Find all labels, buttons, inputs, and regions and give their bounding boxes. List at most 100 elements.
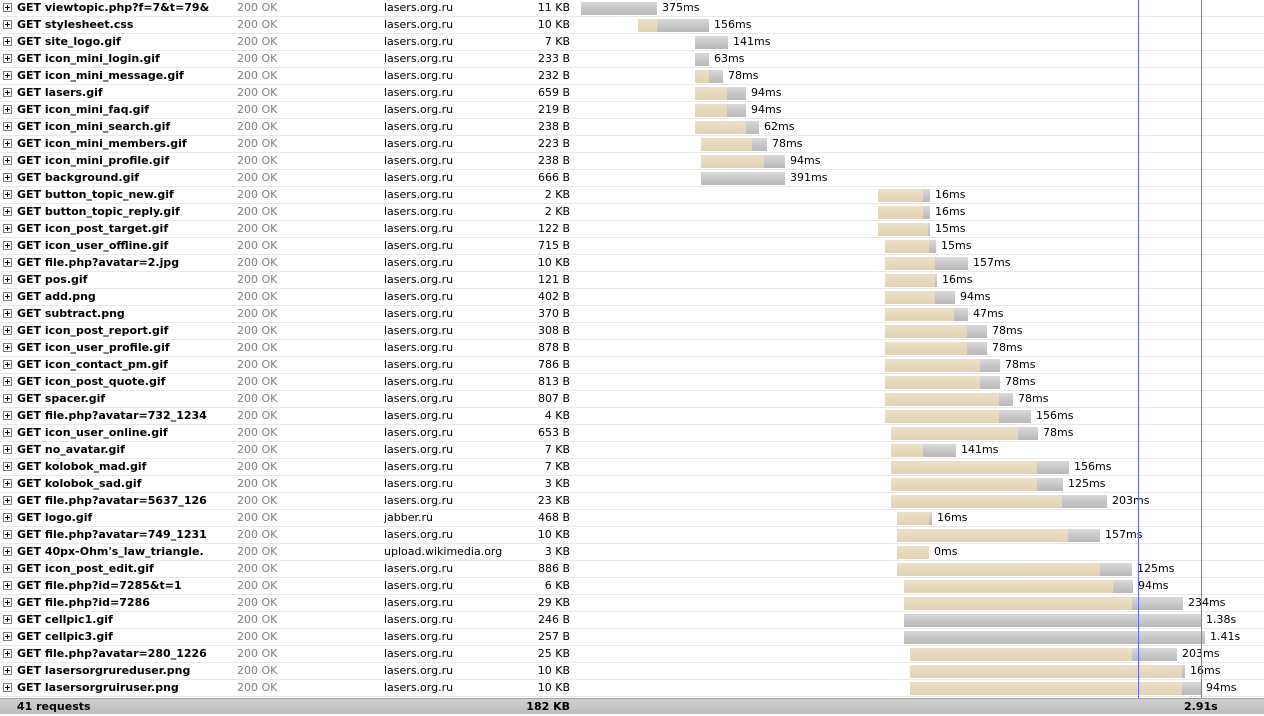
plus-box-icon[interactable] <box>3 54 12 63</box>
request-url[interactable]: GET viewtopic.php?f=7&t=79& <box>17 1 210 14</box>
plus-box-icon[interactable] <box>3 496 12 505</box>
request-url[interactable]: GET icon_user_offline.gif <box>17 239 169 252</box>
plus-box-icon[interactable] <box>3 258 12 267</box>
request-url[interactable]: GET lasers.gif <box>17 86 103 99</box>
request-row[interactable]: GET pos.gif 200 OK lasers.org.ru 121 B 16ms <box>0 272 1264 289</box>
plus-box-icon[interactable] <box>3 666 12 675</box>
request-url[interactable]: GET button_topic_new.gif <box>17 188 174 201</box>
request-row[interactable]: GET stylesheet.css 200 OK lasers.org.ru 10 … <box>0 17 1264 34</box>
request-row[interactable]: GET icon_post_report.gif 200 OK lasers.org… <box>0 323 1264 340</box>
request-row[interactable]: GET add.png 200 OK lasers.org.ru 402 B 94ms <box>0 289 1264 306</box>
request-row[interactable]: GET file.php?avatar=732_1234 200 OK lasers… <box>0 408 1264 425</box>
request-url[interactable]: GET site_logo.gif <box>17 35 121 48</box>
plus-box-icon[interactable] <box>3 411 12 420</box>
plus-box-icon[interactable] <box>3 71 12 80</box>
plus-box-icon[interactable] <box>3 428 12 437</box>
request-url[interactable]: GET lasersorgrureduser.png <box>17 664 191 677</box>
request-url[interactable]: GET icon_mini_members.gif <box>17 137 187 150</box>
request-row[interactable]: GET 40px-Ohm's_law_triangle. 200 OK upload… <box>0 544 1264 561</box>
request-row[interactable]: GET icon_post_quote.gif 200 OK lasers.org.… <box>0 374 1264 391</box>
plus-box-icon[interactable] <box>3 139 12 148</box>
request-row[interactable]: GET spacer.gif 200 OK lasers.org.ru 807 B 78… <box>0 391 1264 408</box>
plus-box-icon[interactable] <box>3 88 12 97</box>
plus-box-icon[interactable] <box>3 547 12 556</box>
request-url[interactable]: GET 40px-Ohm's_law_triangle. <box>17 545 204 558</box>
plus-box-icon[interactable] <box>3 564 12 573</box>
request-url[interactable]: GET cellpic3.gif <box>17 630 113 643</box>
request-url[interactable]: GET button_topic_reply.gif <box>17 205 180 218</box>
request-url[interactable]: GET file.php?avatar=749_1231 <box>17 528 207 541</box>
request-row[interactable]: GET file.php?avatar=2.jpg 200 OK lasers.or… <box>0 255 1264 272</box>
request-row[interactable]: GET icon_post_target.gif 200 OK lasers.org… <box>0 221 1264 238</box>
request-row[interactable]: GET file.php?avatar=5637_126 200 OK lasers… <box>0 493 1264 510</box>
request-row[interactable]: GET button_topic_new.gif 200 OK lasers.org… <box>0 187 1264 204</box>
request-row[interactable]: GET icon_post_edit.gif 200 OK lasers.org.r… <box>0 561 1264 578</box>
plus-box-icon[interactable] <box>3 462 12 471</box>
request-row[interactable]: GET icon_mini_members.gif 200 OK lasers.or… <box>0 136 1264 153</box>
request-row[interactable]: GET lasersorgrureduser.png 200 OK lasers.o… <box>0 663 1264 680</box>
request-row[interactable]: GET cellpic1.gif 200 OK lasers.org.ru 246 B… <box>0 612 1264 629</box>
request-row[interactable]: GET file.php?id=7286 200 OK lasers.org.ru 2… <box>0 595 1264 612</box>
request-url[interactable]: GET spacer.gif <box>17 392 106 405</box>
plus-box-icon[interactable] <box>3 394 12 403</box>
plus-box-icon[interactable] <box>3 37 12 46</box>
request-row[interactable]: GET kolobok_sad.gif 200 OK lasers.org.ru 3 … <box>0 476 1264 493</box>
request-row[interactable]: GET lasers.gif 200 OK lasers.org.ru 659 B 94… <box>0 85 1264 102</box>
request-url[interactable]: GET no_avatar.gif <box>17 443 125 456</box>
request-url[interactable]: GET icon_mini_profile.gif <box>17 154 170 167</box>
request-url[interactable]: GET icon_post_edit.gif <box>17 562 154 575</box>
plus-box-icon[interactable] <box>3 207 12 216</box>
plus-box-icon[interactable] <box>3 581 12 590</box>
request-row[interactable]: GET icon_mini_message.gif 200 OK lasers.or… <box>0 68 1264 85</box>
plus-box-icon[interactable] <box>3 105 12 114</box>
plus-box-icon[interactable] <box>3 326 12 335</box>
plus-box-icon[interactable] <box>3 20 12 29</box>
request-row[interactable]: GET subtract.png 200 OK lasers.org.ru 370 B… <box>0 306 1264 323</box>
request-url[interactable]: GET file.php?avatar=732_1234 <box>17 409 207 422</box>
request-row[interactable]: GET cellpic3.gif 200 OK lasers.org.ru 257 B… <box>0 629 1264 646</box>
request-url[interactable]: GET file.php?id=7286 <box>17 596 150 609</box>
plus-box-icon[interactable] <box>3 598 12 607</box>
request-url[interactable]: GET subtract.png <box>17 307 125 320</box>
plus-box-icon[interactable] <box>3 530 12 539</box>
plus-box-icon[interactable] <box>3 292 12 301</box>
request-row[interactable]: GET no_avatar.gif 200 OK lasers.org.ru 7 KB… <box>0 442 1264 459</box>
request-row[interactable]: GET kolobok_mad.gif 200 OK lasers.org.ru 7 … <box>0 459 1264 476</box>
plus-box-icon[interactable] <box>3 649 12 658</box>
request-row[interactable]: GET icon_user_profile.gif 200 OK lasers.or… <box>0 340 1264 357</box>
request-url[interactable]: GET icon_mini_search.gif <box>17 120 171 133</box>
request-row[interactable]: GET viewtopic.php?f=7&t=79& 200 OK lasers.… <box>0 0 1264 17</box>
plus-box-icon[interactable] <box>3 615 12 624</box>
request-url[interactable]: GET file.php?id=7285&t=1 <box>17 579 182 592</box>
plus-box-icon[interactable] <box>3 632 12 641</box>
request-url[interactable]: GET cellpic1.gif <box>17 613 113 626</box>
request-url[interactable]: GET file.php?avatar=2.jpg <box>17 256 180 269</box>
request-url[interactable]: GET icon_mini_login.gif <box>17 52 160 65</box>
request-url[interactable]: GET icon_user_online.gif <box>17 426 168 439</box>
plus-box-icon[interactable] <box>3 479 12 488</box>
plus-box-icon[interactable] <box>3 156 12 165</box>
plus-box-icon[interactable] <box>3 513 12 522</box>
request-url[interactable]: GET lasersorgruiruser.png <box>17 681 179 694</box>
request-row[interactable]: GET icon_user_online.gif 200 OK lasers.org… <box>0 425 1264 442</box>
request-url[interactable]: GET kolobok_sad.gif <box>17 477 142 490</box>
request-row[interactable]: GET file.php?avatar=280_1226 200 OK lasers… <box>0 646 1264 663</box>
request-url[interactable]: GET icon_post_quote.gif <box>17 375 166 388</box>
plus-box-icon[interactable] <box>3 190 12 199</box>
plus-box-icon[interactable] <box>3 683 12 692</box>
plus-box-icon[interactable] <box>3 360 12 369</box>
request-row[interactable]: GET background.gif 200 OK lasers.org.ru 666… <box>0 170 1264 187</box>
plus-box-icon[interactable] <box>3 275 12 284</box>
request-row[interactable]: GET icon_mini_profile.gif 200 OK lasers.or… <box>0 153 1264 170</box>
request-row[interactable]: GET icon_mini_login.gif 200 OK lasers.org.… <box>0 51 1264 68</box>
plus-box-icon[interactable] <box>3 377 12 386</box>
request-url[interactable]: GET background.gif <box>17 171 140 184</box>
request-row[interactable]: GET button_topic_reply.gif 200 OK lasers.o… <box>0 204 1264 221</box>
request-row[interactable]: GET icon_mini_faq.gif 200 OK lasers.org.ru… <box>0 102 1264 119</box>
request-url[interactable]: GET pos.gif <box>17 273 88 286</box>
request-url[interactable]: GET icon_contact_pm.gif <box>17 358 168 371</box>
request-url[interactable]: GET logo.gif <box>17 511 93 524</box>
plus-box-icon[interactable] <box>3 445 12 454</box>
request-url[interactable]: GET icon_mini_message.gif <box>17 69 184 82</box>
request-row[interactable]: GET logo.gif 200 OK jabber.ru 468 B 16ms <box>0 510 1264 527</box>
